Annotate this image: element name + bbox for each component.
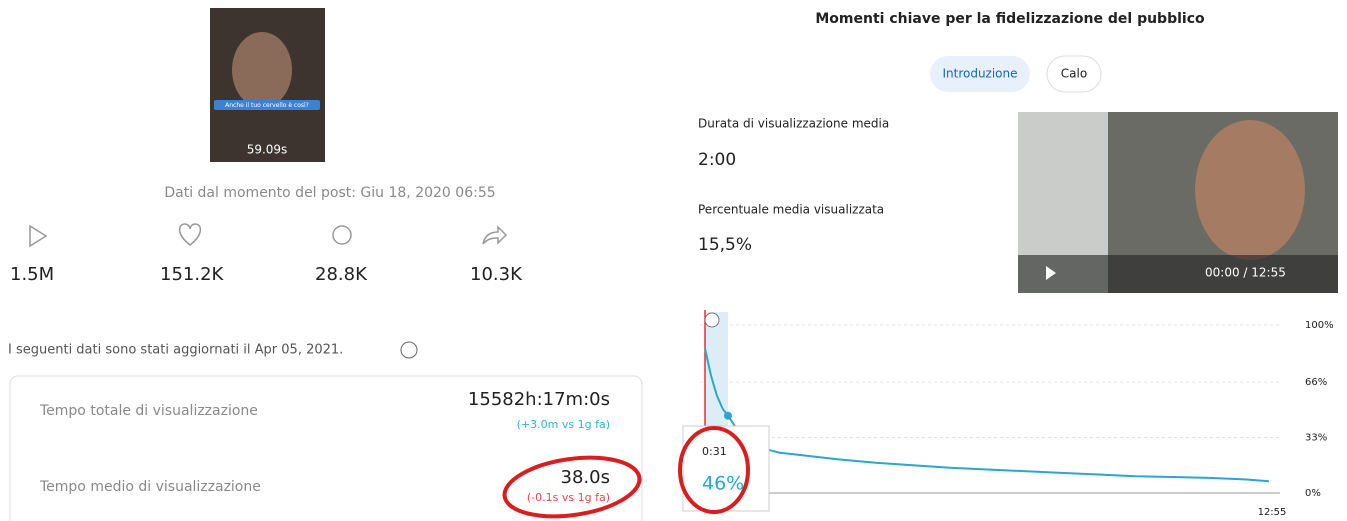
y-tick-label: 66% [1305, 377, 1327, 388]
metric-change: (+3.0m vs 1g fa) [517, 418, 610, 431]
retention-chart: 100% 66% 33% 0% 12:55 [700, 310, 1334, 518]
y-tick-label: 0% [1305, 488, 1321, 499]
info-icon [705, 313, 719, 327]
y-tick-label: 33% [1305, 433, 1327, 444]
x-tick-label: 12:55 [1258, 507, 1287, 518]
y-tick-label: 100% [1305, 320, 1334, 331]
comment-icon [333, 226, 351, 244]
tab-label: Introduzione [942, 67, 1017, 81]
post-date: Dati dal momento del post: Giu 18, 2020 … [164, 185, 495, 201]
tooltip-box [683, 426, 769, 511]
video-face [1195, 120, 1305, 260]
thumbnail-face [232, 32, 292, 108]
play-icon [30, 226, 46, 246]
tooltip-value: 46% [702, 473, 744, 495]
video-time: 00:00 / 12:55 [1205, 266, 1286, 280]
metric-label: Tempo totale di visualizzazione [39, 403, 258, 419]
metric-value: 15582h:17m:0s [468, 389, 610, 410]
page: Anche il tuo cervello è così? 59.09s Dat… [0, 0, 1347, 521]
stat-comments: 28.8K [315, 264, 368, 285]
stat-views: 1.5M [10, 264, 54, 285]
share-icon [483, 227, 506, 244]
metric-label: Tempo medio di visualizzazione [39, 479, 261, 495]
heart-icon [180, 224, 201, 245]
stat-label: Percentuale media visualizzata [698, 203, 884, 217]
stat-label: Durata di visualizzazione media [698, 117, 889, 131]
thumbnail-duration: 59.09s [247, 143, 288, 157]
metric-value: 38.0s [561, 467, 610, 488]
retention-title: Momenti chiave per la fidelizzazione del… [815, 11, 1205, 27]
thumbnail-caption: Anche il tuo cervello è così? [225, 102, 309, 109]
screenshot: Anche il tuo cervello è così? 59.09s Dat… [0, 0, 1347, 521]
updated-note: I seguenti dati sono stati aggiornati il… [8, 343, 343, 358]
video-controls [1018, 255, 1338, 293]
stat-shares: 10.3K [470, 264, 523, 285]
info-icon[interactable] [401, 342, 417, 358]
tooltip-time: 0:31 [702, 445, 727, 458]
tooltip-point [724, 412, 732, 420]
stat-value: 15,5% [698, 235, 752, 255]
metric-change: (-0.1s vs 1g fa) [527, 491, 610, 504]
stat-likes: 151.2K [160, 264, 225, 285]
stat-value: 2:00 [698, 150, 736, 170]
retention-line [705, 349, 1269, 482]
tab-label: Calo [1061, 67, 1087, 81]
